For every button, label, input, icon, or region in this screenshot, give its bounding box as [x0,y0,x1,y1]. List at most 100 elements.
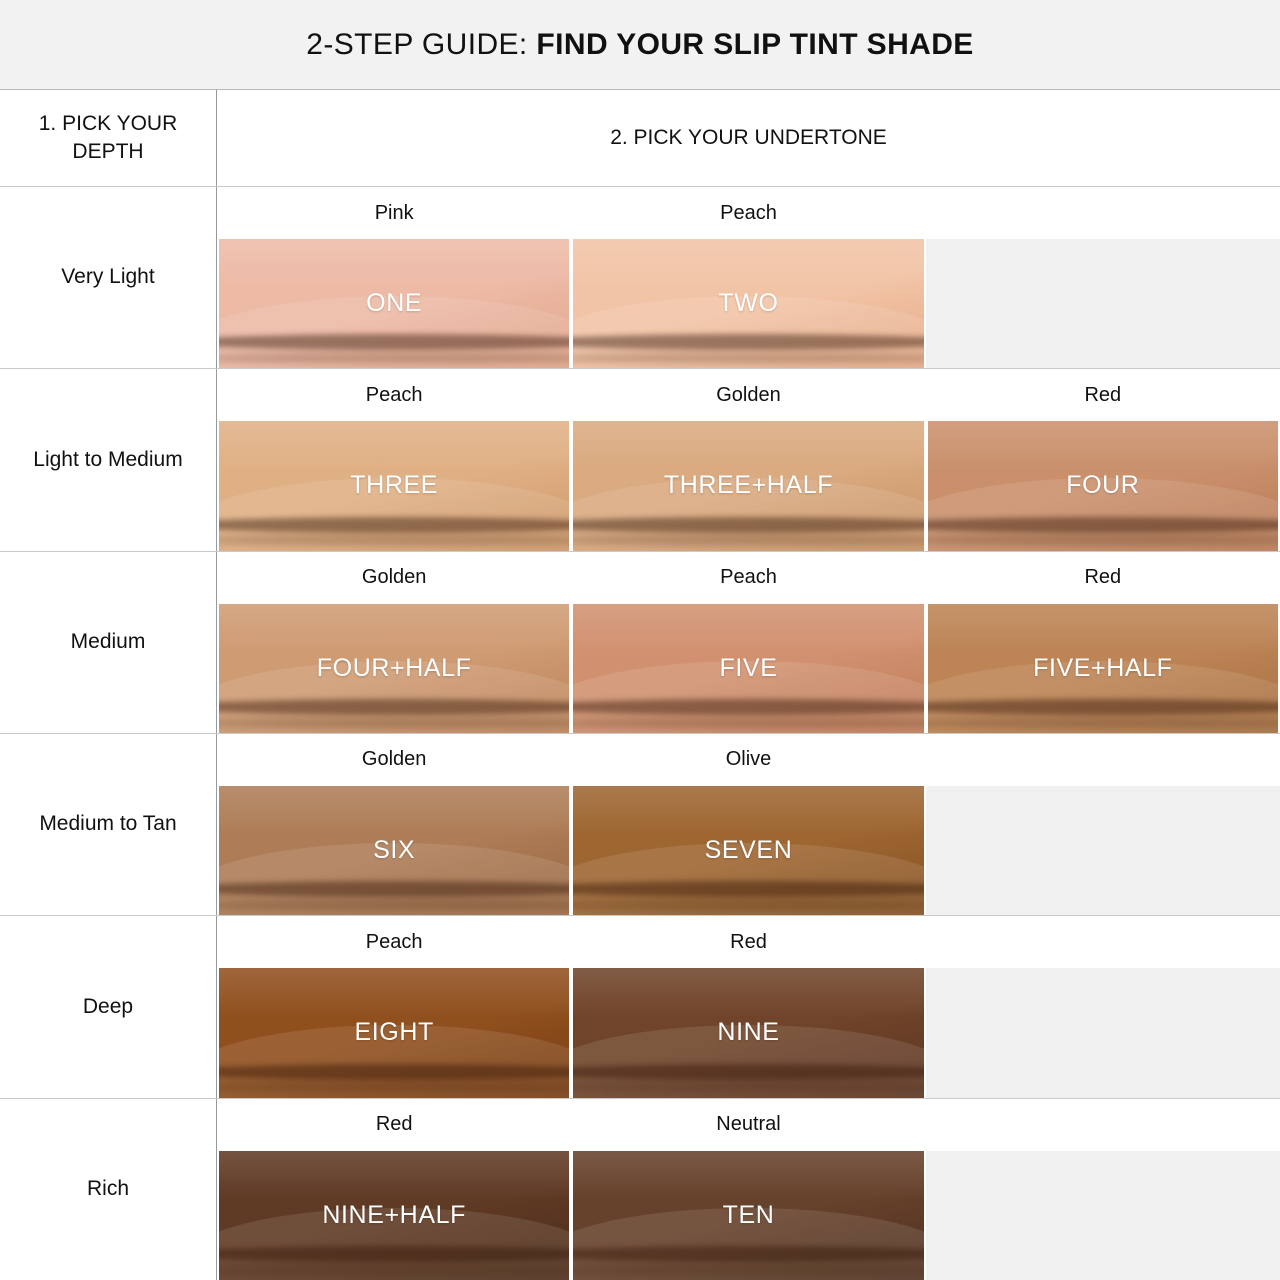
shade-name: NINE [717,1018,780,1047]
swatch-texture [573,1082,924,1093]
shade-cell[interactable]: Peach FIVE [571,551,926,733]
shade-name: FIVE+HALF [1033,653,1173,682]
empty-cell [925,187,1280,369]
shade-cell[interactable]: Pink ONE [217,187,572,369]
shade-cell[interactable]: Red FOUR [925,369,1280,551]
empty-swatch [925,239,1280,369]
undertone-label: Olive [571,733,926,786]
shade-cell[interactable]: Red NINE [571,916,926,1098]
shade-name: THREE+HALF [663,471,834,500]
swatch-texture [219,1264,570,1275]
swatch-texture [219,239,570,289]
empty-swatch [925,1150,1280,1280]
undertone-columns: Red NINE+HALF Neutral TEN [217,1098,1280,1280]
shade-cell[interactable]: Red NINE+HALF [217,1098,572,1280]
undertone-label: Red [571,916,926,969]
swatch-texture [927,516,1278,533]
swatch-texture [573,1264,924,1275]
depth-label: Medium to Tan [0,733,217,916]
undertone-label: Golden [217,733,572,786]
undertone-label: Pink [217,187,572,239]
shade-swatch[interactable]: TWO [571,239,926,369]
step-one-depth-header: 1. PICK YOUR DEPTH [0,90,217,186]
swatch-texture [573,1150,924,1200]
shade-row: Medium Golden FOUR+HALF Peach FIVE Red FIVE+HA… [0,551,1280,734]
undertone-label: Red [925,551,1280,604]
undertone-columns: Pink ONE Peach TWO [217,187,1280,369]
swatch-texture [927,535,1278,546]
undertone-columns: Golden FOUR+HALF Peach FIVE Red FIVE+HALF [217,551,1280,733]
shade-name: EIGHT [354,1018,434,1047]
shade-name: FIVE [719,653,778,682]
shade-cell[interactable]: Golden FOUR+HALF [217,551,572,733]
empty-cell [925,733,1280,916]
shade-name: TEN [722,1200,775,1229]
swatch-texture [573,603,924,653]
shade-swatch[interactable]: FOUR+HALF [217,603,572,733]
swatch-texture [219,785,570,836]
shade-name: FOUR [1066,471,1140,500]
shade-swatch[interactable]: THREE+HALF [571,421,926,551]
step-header-row: 1. PICK YOUR DEPTH 2. PICK YOUR UNDERTON… [0,90,1280,187]
undertone-label: Neutral [571,1098,926,1151]
shade-swatch[interactable]: EIGHT [217,968,572,1098]
undertone-label: Peach [571,187,926,239]
swatch-texture [573,968,924,1018]
depth-label: Light to Medium [0,369,217,551]
shade-rows: Very Light Pink ONE Peach TWO Light to Medium… [0,187,1280,1280]
undertone-label [925,1098,1280,1151]
undertone-label: Peach [217,916,572,969]
shade-name: TWO [718,289,779,318]
shade-swatch[interactable]: SEVEN [571,785,926,916]
undertone-label [925,733,1280,786]
swatch-texture [219,881,570,898]
shade-cell[interactable]: Olive SEVEN [571,733,926,916]
swatch-texture [573,1063,924,1080]
swatch-texture [219,421,570,471]
shade-cell[interactable]: Golden SIX [217,733,572,916]
undertone-label: Peach [217,369,572,422]
shade-name: NINE+HALF [322,1200,466,1229]
undertone-columns: Peach EIGHT Red NINE [217,916,1280,1098]
empty-swatch [925,785,1280,916]
shade-cell[interactable]: Neutral TEN [571,1098,926,1280]
swatch-texture [219,516,570,533]
swatch-texture [573,421,924,471]
shade-swatch[interactable]: FIVE [571,603,926,733]
shade-row: Light to Medium Peach THREE Golden THREE+HAL… [0,369,1280,552]
swatch-texture [927,603,1278,653]
swatch-texture [573,334,924,351]
shade-cell[interactable]: Peach TWO [571,187,926,369]
swatch-texture [219,1082,570,1093]
shade-cell[interactable]: Red FIVE+HALF [925,551,1280,733]
swatch-texture [219,968,570,1018]
swatch-texture [927,698,1278,715]
shade-row: Very Light Pink ONE Peach TWO [0,187,1280,370]
shade-row: Medium to Tan Golden SIX Olive SEVEN [0,733,1280,917]
depth-label: Deep [0,916,217,1098]
shade-swatch[interactable]: THREE [217,421,572,551]
swatch-texture [219,353,570,364]
swatch-texture [573,717,924,728]
swatch-texture [219,698,570,715]
swatch-texture [573,1245,924,1262]
swatch-texture [219,1063,570,1080]
shade-name: SEVEN [704,836,793,865]
shade-swatch[interactable]: SIX [217,785,572,916]
shade-swatch[interactable]: FIVE+HALF [925,603,1280,733]
shade-swatch[interactable]: TEN [571,1150,926,1280]
undertone-label: Golden [571,369,926,422]
shade-swatch[interactable]: FOUR [925,421,1280,551]
empty-swatch [925,968,1280,1098]
shade-cell[interactable]: Golden THREE+HALF [571,369,926,551]
swatch-texture [219,1245,570,1262]
undertone-label: Golden [217,551,572,604]
shade-swatch[interactable]: NINE [571,968,926,1098]
shade-swatch[interactable]: NINE+HALF [217,1150,572,1280]
shade-swatch[interactable]: ONE [217,239,572,369]
page-title: 2-STEP GUIDE: FIND YOUR SLIP TINT SHADE [306,28,973,62]
shade-cell[interactable]: Peach THREE [217,369,572,551]
shade-cell[interactable]: Peach EIGHT [217,916,572,1098]
swatch-texture [219,535,570,546]
